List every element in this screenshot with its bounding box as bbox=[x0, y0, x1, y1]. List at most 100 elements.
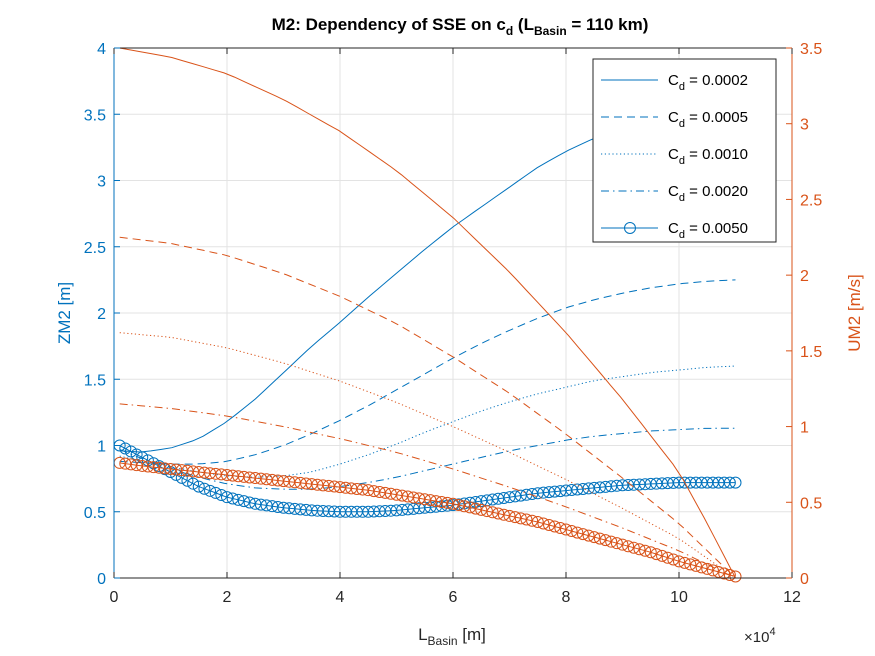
u-series-4-marker-74 bbox=[531, 515, 544, 528]
u-series-1 bbox=[119, 236, 736, 579]
u-series-4-marker-53 bbox=[413, 492, 426, 505]
u-series-4-marker-82 bbox=[576, 528, 589, 541]
u-series-4 bbox=[113, 456, 742, 583]
legend: Cd = 0.0002 Cd = 0.0005 Cd = 0.0010 Cd = 0.… bbox=[592, 58, 777, 243]
zeta-series-4-marker-67 bbox=[492, 492, 505, 505]
u-series-0 bbox=[119, 47, 736, 579]
zeta-series-3 bbox=[119, 427, 736, 490]
u-series-4-marker-55 bbox=[424, 494, 437, 507]
u-series-4-marker-109 bbox=[729, 570, 742, 583]
u-series-4-marker-105 bbox=[706, 564, 719, 577]
zeta-series-4-marker-21 bbox=[232, 493, 245, 506]
u-series-4-marker-49 bbox=[390, 488, 403, 501]
u-series-4-marker-77 bbox=[548, 520, 561, 533]
zeta-series-4-marker-108 bbox=[723, 476, 736, 489]
zeta-series-1-line-1 bbox=[119, 279, 736, 465]
u-series-4-marker-98 bbox=[667, 553, 680, 566]
x-tick-label: 2 bbox=[223, 589, 232, 606]
x-axis-label: LBasin [m] bbox=[418, 625, 486, 648]
y-axis-label-right: UM2 [m/s] bbox=[845, 274, 864, 351]
u-series-4-marker-104 bbox=[701, 562, 714, 575]
u-series-4-marker-71 bbox=[514, 512, 527, 525]
zeta-series-4-marker-2 bbox=[124, 445, 137, 458]
u-series-4-marker-81 bbox=[571, 526, 584, 539]
zeta-series-4-marker-109 bbox=[729, 476, 742, 489]
u-series-4-marker-108 bbox=[723, 568, 736, 581]
u-series-4-marker-47 bbox=[379, 486, 392, 499]
zeta-series-4-marker-66 bbox=[486, 493, 499, 506]
u-series-4-marker-68 bbox=[497, 508, 510, 521]
u-series-4-marker-67 bbox=[492, 507, 505, 520]
u-series-4-marker-44 bbox=[362, 484, 375, 497]
u-series-4-marker-63 bbox=[469, 502, 482, 515]
u-series-4-marker-102 bbox=[689, 559, 702, 572]
u-series-4-marker-94 bbox=[644, 546, 657, 559]
u-series-4-marker-76 bbox=[543, 519, 556, 531]
u-series-4-marker-91 bbox=[627, 541, 640, 554]
u-series-4-marker-52 bbox=[407, 491, 420, 504]
u-series-4-marker-61 bbox=[458, 500, 471, 513]
y-left-tick-label: 1 bbox=[97, 439, 106, 456]
x-tick-label: 0 bbox=[110, 589, 119, 606]
u-series-4-marker-69 bbox=[503, 509, 516, 522]
u-series-4-marker-45 bbox=[367, 485, 380, 498]
x-tick-label: 10 bbox=[670, 589, 688, 606]
y-axis-label-left: ZM2 [m] bbox=[55, 282, 74, 344]
u-series-4-marker-90 bbox=[622, 540, 635, 553]
u-series-1-line-1 bbox=[119, 236, 736, 579]
legend-entry-0: Cd = 0.0002 bbox=[668, 72, 748, 93]
u-series-4-marker-75 bbox=[537, 517, 550, 530]
y-right-tick-label: 0 bbox=[800, 571, 809, 588]
u-series-4-marker-60 bbox=[452, 499, 465, 512]
u-series-4-marker-66 bbox=[486, 506, 499, 519]
u-series-4-marker-95 bbox=[650, 548, 663, 561]
zeta-series-1 bbox=[119, 279, 736, 465]
zeta-series-4-marker-27 bbox=[266, 500, 279, 513]
u-series-4-marker-58 bbox=[441, 496, 454, 509]
y-right-tick-label: 1 bbox=[800, 420, 809, 437]
legend-marker-4 bbox=[624, 222, 636, 234]
u-series-4-marker-80 bbox=[565, 525, 578, 538]
u-series-4-marker-89 bbox=[616, 538, 629, 551]
y-left-tick-label: 1.5 bbox=[84, 372, 106, 389]
y-left-tick-label: 0.5 bbox=[84, 505, 106, 522]
u-series-4-marker-50 bbox=[396, 489, 409, 502]
zeta-series-4-marker-70 bbox=[509, 490, 522, 503]
zeta-series-4-marker-4 bbox=[136, 451, 149, 464]
y-left-tick-label: 4 bbox=[97, 41, 106, 58]
zeta-series-4-marker-23 bbox=[243, 496, 256, 509]
u-series-4-marker-86 bbox=[599, 534, 612, 547]
zeta-series-4-marker-26 bbox=[260, 499, 273, 512]
u-series-4-marker-57 bbox=[435, 495, 448, 508]
y-right-tick-label: 1.5 bbox=[800, 344, 822, 361]
u-series-2 bbox=[119, 332, 736, 579]
u-series-4-line-4 bbox=[119, 462, 736, 577]
x-tick-label: 6 bbox=[449, 589, 458, 606]
series-layer bbox=[113, 47, 742, 583]
u-series-3 bbox=[119, 403, 736, 579]
y-left-tick-label: 3 bbox=[97, 174, 106, 191]
legend-entry-4: Cd = 0.0050 bbox=[668, 220, 748, 241]
u-series-4-marker-88 bbox=[610, 537, 623, 550]
zeta-series-4-marker-19 bbox=[221, 491, 233, 504]
zeta-series-4-marker-1 bbox=[119, 442, 132, 455]
zeta-series-4 bbox=[113, 439, 742, 518]
legend-box bbox=[592, 58, 777, 243]
u-series-2-line-2 bbox=[119, 332, 736, 579]
legend-entry-2: Cd = 0.0010 bbox=[668, 146, 748, 167]
u-series-4-marker-59 bbox=[447, 497, 459, 510]
x-tick-label: 8 bbox=[562, 589, 571, 606]
legend-entry-1: Cd = 0.0005 bbox=[668, 109, 748, 130]
legend-entry-3: Cd = 0.0020 bbox=[668, 183, 748, 204]
zeta-series-4-marker-17 bbox=[209, 486, 222, 499]
y-left-tick-label: 2 bbox=[97, 306, 106, 323]
zeta-series-4-marker-68 bbox=[497, 491, 510, 504]
u-series-4-marker-72 bbox=[520, 513, 533, 526]
y-right-tick-label: 2.5 bbox=[800, 192, 822, 209]
u-series-4-marker-107 bbox=[718, 567, 731, 580]
u-series-0-line-0 bbox=[119, 47, 736, 579]
x-exponent-label: ×104 bbox=[744, 626, 776, 646]
axes-layer: 0 2 4 6 8 10 1200.511.522.533.5400.511.522.533… bbox=[84, 41, 823, 606]
u-series-4-marker-65 bbox=[480, 505, 493, 518]
